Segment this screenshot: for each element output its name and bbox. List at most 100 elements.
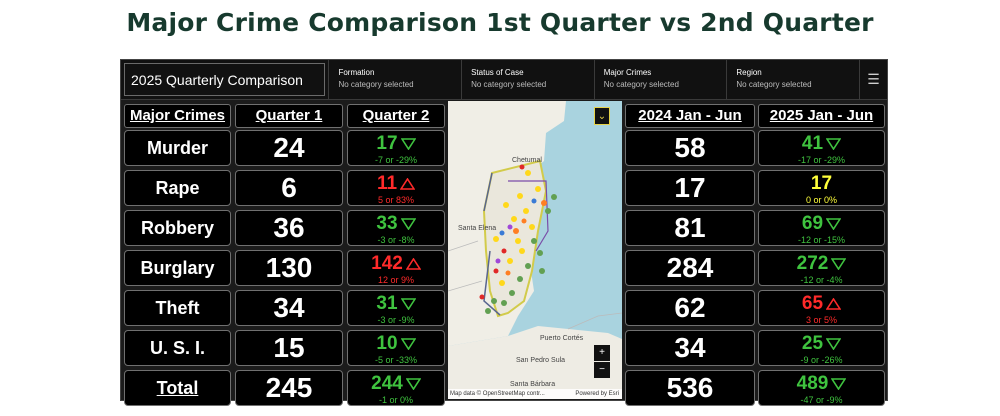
filter-label: Major Crimes xyxy=(603,68,652,77)
year-2025-value-wrap: 25 xyxy=(759,333,884,355)
year-2024-value: 34 xyxy=(674,332,706,363)
map-place-label: Santa Elena xyxy=(458,225,497,232)
zoom-in-button[interactable]: + xyxy=(594,345,610,361)
quarter-1-value: 130 xyxy=(265,252,313,283)
triangle-down-icon xyxy=(826,138,842,150)
crime-label-cell: Robbery xyxy=(124,210,231,246)
triangle-up-icon xyxy=(826,297,842,310)
year-2024-cell: 62 xyxy=(625,290,755,326)
chevron-double-down-icon[interactable]: ⌄ xyxy=(594,107,610,125)
quarter-2-delta: -7 or -29% xyxy=(374,155,418,165)
dashboard-title: 2025 Quarterly Comparison xyxy=(124,63,326,96)
quarter-2-cell: 31 -3 or -9% xyxy=(347,290,445,326)
map-place-label: Chetumal xyxy=(512,157,542,164)
quarter-1-value: 6 xyxy=(281,172,297,203)
quarter-2-cell: 33 -3 or -8% xyxy=(347,210,445,246)
triangle-down-icon xyxy=(400,218,416,230)
year-2024-cell: 284 xyxy=(625,250,755,286)
filter-value: No category selected xyxy=(471,80,547,89)
crime-label: U. S. I. xyxy=(149,337,205,358)
filter-value: No category selected xyxy=(736,80,812,89)
quarter-1-cell: 130 xyxy=(235,250,343,286)
crime-label: Total xyxy=(156,377,199,398)
filter-status-of-case[interactable]: Status of Case No category selected xyxy=(461,60,594,99)
map-view[interactable]: Chetumal Santa Elena Puerto Cortés San P… xyxy=(448,101,622,399)
filter-value: No category selected xyxy=(338,80,414,89)
filter-major-crimes[interactable]: Major Crimes No category selected xyxy=(593,60,727,99)
year-2024-value: 81 xyxy=(674,212,706,243)
year-2025-value: 17 xyxy=(810,173,833,194)
triangle-down-icon xyxy=(400,338,416,350)
filter-label: Region xyxy=(736,68,762,77)
quarter-2-value-wrap: 31 xyxy=(348,293,444,315)
year-2025-value: 65 xyxy=(801,293,824,314)
quarter-1-cell: 24 xyxy=(235,130,343,166)
quarter-2-delta: -1 or 0% xyxy=(378,395,413,405)
year-2025-cell: 272 -12 or -4% xyxy=(758,250,885,286)
year-2025-value-wrap: 69 xyxy=(759,213,884,235)
quarter-2-delta: -5 or -33% xyxy=(374,355,418,365)
triangle-down-icon xyxy=(405,378,421,390)
triangle-up-icon xyxy=(400,177,416,190)
filter-formation[interactable]: Formation No category selected xyxy=(328,60,461,99)
quarter-2-value: 142 xyxy=(371,253,403,274)
year-2024-value: 17 xyxy=(674,172,706,203)
year-2025-value-wrap: 17 xyxy=(759,173,884,195)
year-2024-cell: 536 xyxy=(625,370,755,406)
quarter-2-value-wrap: 142 xyxy=(348,253,444,275)
map-place-label: San Pedro Sula xyxy=(516,357,566,364)
quarter-2-cell: 17 -7 or -29% xyxy=(347,130,445,166)
quarter-2-value-wrap: 17 xyxy=(348,133,444,155)
triangle-down-icon xyxy=(400,138,416,150)
quarter-1-value: 36 xyxy=(273,212,305,243)
crime-label-cell: Total xyxy=(124,370,231,406)
quarter-2-delta: 12 or 9% xyxy=(377,275,415,285)
zoom-out-button[interactable]: − xyxy=(594,362,610,378)
year-2025-delta: 3 or 5% xyxy=(805,315,838,325)
quarter-1-cell: 34 xyxy=(235,290,343,326)
triangle-down-icon xyxy=(826,338,842,350)
quarter-2-value: 33 xyxy=(376,213,398,234)
year-2025-delta: -12 or -15% xyxy=(797,235,846,245)
quarter-2-delta: 5 or 83% xyxy=(377,195,415,205)
quarter-1-value: 245 xyxy=(265,372,313,403)
crime-label-cell: Rape xyxy=(124,170,231,206)
crime-label-cell: Theft xyxy=(124,290,231,326)
year-2024-value: 284 xyxy=(666,252,714,283)
map-attribution: Map data © OpenStreetMap contr... Powere… xyxy=(448,389,622,399)
map-place-label: Santa Bárbara xyxy=(510,381,556,388)
year-2024-value: 536 xyxy=(666,372,714,403)
year-2025-cell: 65 3 or 5% xyxy=(758,290,885,326)
year-2025-delta: -12 or -4% xyxy=(800,275,843,285)
quarter-1-cell: 245 xyxy=(235,370,343,406)
year-2025-value-wrap: 41 xyxy=(759,133,884,155)
year-2025-value-wrap: 489 xyxy=(759,373,884,395)
year-2025-value: 489 xyxy=(796,373,829,394)
year-2025-value: 69 xyxy=(801,213,824,234)
crime-label: Murder xyxy=(146,137,208,158)
year-2025-delta: 0 or 0% xyxy=(805,195,838,205)
quarter-1-cell: 6 xyxy=(235,170,343,206)
quarter-2-cell: 10 -5 or -33% xyxy=(347,330,445,366)
triangle-down-icon xyxy=(400,298,416,310)
header-2024-jan-jun: 2024 Jan - Jun xyxy=(625,104,755,128)
crime-label: Rape xyxy=(155,177,200,198)
map-attribution-text: Map data © OpenStreetMap contr... xyxy=(450,391,545,397)
year-2025-cell: 69 -12 or -15% xyxy=(758,210,885,246)
filter-region[interactable]: Region No category selected xyxy=(726,60,859,99)
quarter-2-value-wrap: 11 xyxy=(348,173,444,195)
quarter-2-cell: 11 5 or 83% xyxy=(347,170,445,206)
triangle-down-icon xyxy=(831,258,847,270)
header-quarter-1: Quarter 1 xyxy=(235,104,343,128)
quarter-2-value: 11 xyxy=(376,173,398,194)
quarter-2-value: 10 xyxy=(376,333,398,354)
filter-label: Formation xyxy=(338,68,375,77)
hamburger-icon[interactable]: ☰ xyxy=(859,60,887,99)
dashboard-header: 2025 Quarterly Comparison Formation No c… xyxy=(121,60,887,100)
year-2025-delta: -47 or -9% xyxy=(800,395,843,405)
header-quarter-2: Quarter 2 xyxy=(347,104,445,128)
year-2024-value: 62 xyxy=(674,292,706,323)
map-canvas[interactable] xyxy=(448,101,622,399)
header-major-crimes: Major Crimes xyxy=(124,104,231,128)
crime-label-cell: U. S. I. xyxy=(124,330,231,366)
